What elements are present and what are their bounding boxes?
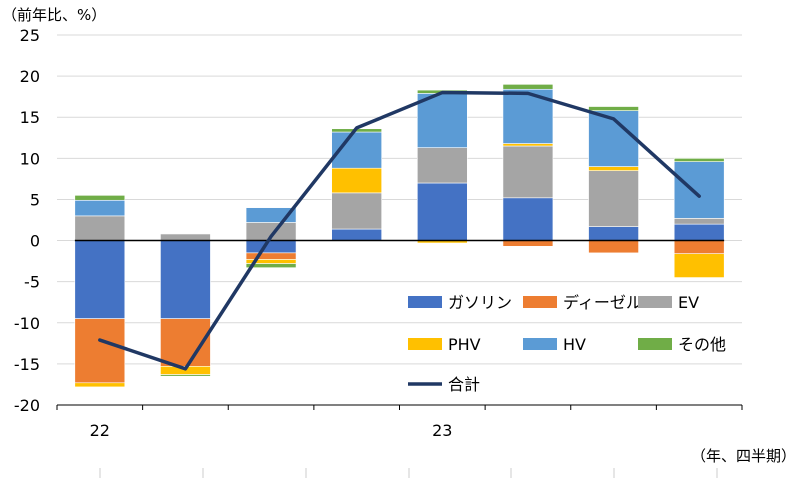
- bar-segment: [673, 158, 725, 162]
- y-tick-label: 0: [30, 232, 40, 251]
- total-line: [98, 90, 701, 371]
- bar-segment: [331, 192, 382, 230]
- total-line-layer: [98, 90, 701, 371]
- bar-segment: [245, 252, 297, 260]
- y-tick-label: 20: [20, 67, 40, 86]
- legend-label: HV: [563, 335, 586, 354]
- x-axis: 22 23: [56, 404, 743, 478]
- legend-label: EV: [678, 293, 699, 312]
- bar-segment: [74, 240, 126, 319]
- bar-segment: [160, 374, 211, 377]
- y-tick-label: -5: [24, 273, 40, 292]
- legend-label: PHV: [448, 335, 481, 354]
- bar-segment: [502, 197, 554, 241]
- y-axis-unit-label: （前年比、%）: [2, 6, 106, 24]
- bar-segment: [160, 233, 211, 241]
- y-tick-label: -20: [14, 396, 40, 415]
- bar-segment: [588, 226, 639, 241]
- year-label: 22: [90, 421, 110, 440]
- bar-segment: [673, 218, 725, 225]
- bar-segment: [74, 199, 126, 217]
- bar-segment: [588, 166, 639, 171]
- legend-swatch: [638, 296, 672, 308]
- bar-segment: [74, 382, 126, 388]
- bar-segment: [160, 240, 211, 319]
- year-label: 23: [432, 421, 452, 440]
- y-tick-label: -10: [14, 314, 40, 333]
- bar-segment: [74, 318, 126, 384]
- bar-segment: [588, 170, 639, 227]
- bar-segment: [245, 263, 297, 268]
- bar-segment: [331, 167, 382, 194]
- legend-label: その他: [678, 335, 726, 354]
- bar-segment: [502, 145, 554, 199]
- y-tick-labels: -20 -15 -10 -5 0 5 10 15 20 25: [14, 26, 40, 415]
- legend-label: ディーゼル: [563, 293, 642, 312]
- bar-segment: [673, 223, 725, 241]
- bar-segment: [331, 228, 382, 241]
- legend-label: 合計: [448, 375, 480, 394]
- y-tick-label: -15: [14, 355, 40, 374]
- y-tick-label: 5: [30, 190, 40, 209]
- bar-segment: [74, 215, 126, 241]
- bar-segment: [502, 84, 554, 90]
- bar-segment: [74, 195, 126, 201]
- y-tick-label: 10: [20, 149, 40, 168]
- legend-swatch: [638, 338, 672, 350]
- bar-segment: [673, 253, 725, 278]
- bar-segment: [502, 143, 554, 147]
- legend-swatch: [408, 296, 442, 308]
- y-tick-label: 15: [20, 108, 40, 127]
- legend-swatch: [408, 338, 442, 350]
- legend-swatch: [523, 296, 557, 308]
- bar-segment: [417, 182, 468, 241]
- bar-segment: [245, 240, 297, 254]
- bar-segment: [502, 240, 554, 247]
- bar-segment: [588, 240, 639, 254]
- gridlines: [57, 34, 742, 365]
- bar-segment: [673, 240, 725, 255]
- legend-swatch: [523, 338, 557, 350]
- bar-segment: [417, 147, 468, 184]
- bar-segment: [588, 106, 639, 111]
- legend-label: ガソリン: [448, 293, 512, 312]
- bar-segment: [673, 161, 725, 219]
- bar-segment: [417, 93, 468, 148]
- x-axis-unit-label: （年、四半期）: [691, 447, 796, 465]
- y-tick-label: 25: [20, 26, 40, 45]
